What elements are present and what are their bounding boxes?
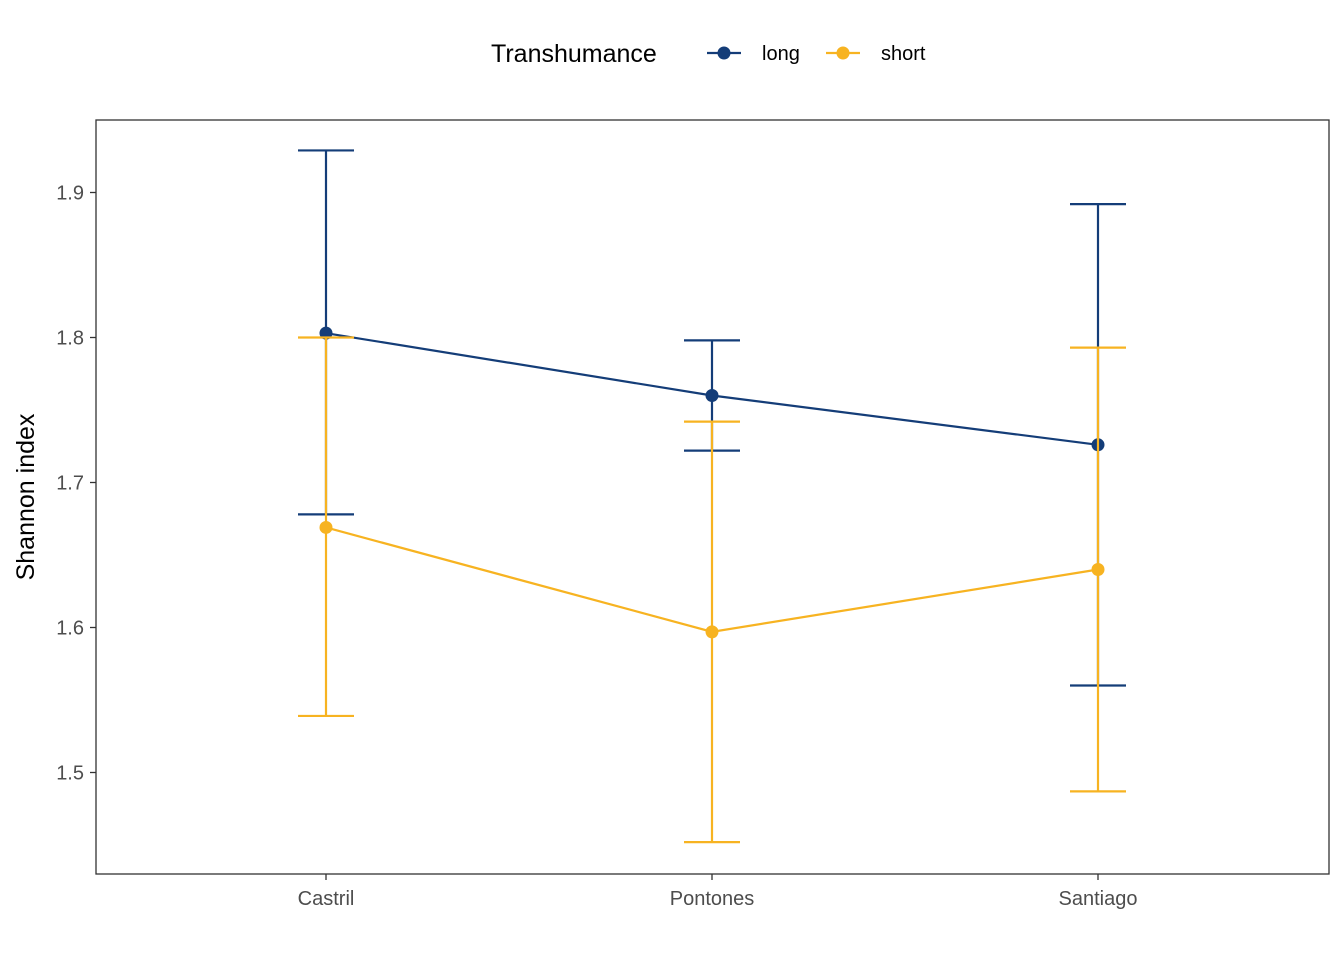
data-point <box>1091 563 1105 576</box>
y-tick-label: 1.6 <box>56 618 84 640</box>
y-axis: 1.5 1.6 1.7 1.8 1.9 <box>56 183 96 785</box>
x-tick-label: Castril <box>298 888 355 910</box>
data-point <box>705 389 719 402</box>
legend-key-point <box>717 46 731 60</box>
y-tick-label: 1.8 <box>56 328 84 350</box>
legend-key-point <box>836 46 850 60</box>
y-tick-label: 1.7 <box>56 473 84 495</box>
legend-entry-long: long <box>707 43 800 65</box>
series-layer <box>298 149 1126 844</box>
x-axis: Castril Pontones Santiago <box>298 874 1138 910</box>
legend-label: short <box>881 43 926 65</box>
data-point <box>319 520 333 534</box>
legend-title: Transhumance <box>491 40 657 68</box>
series-short <box>298 336 1126 844</box>
x-tick-label: Pontones <box>670 888 755 910</box>
legend: Transhumance long short <box>491 40 926 68</box>
data-point <box>705 625 719 639</box>
y-tick-label: 1.9 <box>56 183 84 205</box>
y-tick-label: 1.5 <box>56 763 84 785</box>
y-axis-title: Shannon index <box>12 413 40 580</box>
x-tick-label: Santiago <box>1059 888 1138 910</box>
legend-entry-short: short <box>826 43 926 65</box>
legend-label: long <box>762 43 800 65</box>
